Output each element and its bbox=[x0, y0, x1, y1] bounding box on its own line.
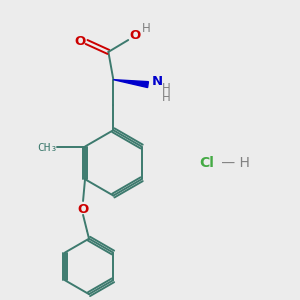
Text: Cl: Cl bbox=[200, 156, 214, 170]
Polygon shape bbox=[113, 80, 148, 88]
Text: H: H bbox=[161, 82, 170, 95]
Text: — H: — H bbox=[218, 156, 250, 170]
Text: O: O bbox=[74, 34, 85, 47]
Text: H: H bbox=[142, 22, 150, 34]
Text: O: O bbox=[130, 28, 141, 42]
Text: H: H bbox=[161, 91, 170, 104]
Text: N: N bbox=[152, 75, 163, 88]
Text: O: O bbox=[77, 203, 89, 216]
Text: CH₃: CH₃ bbox=[37, 142, 58, 152]
